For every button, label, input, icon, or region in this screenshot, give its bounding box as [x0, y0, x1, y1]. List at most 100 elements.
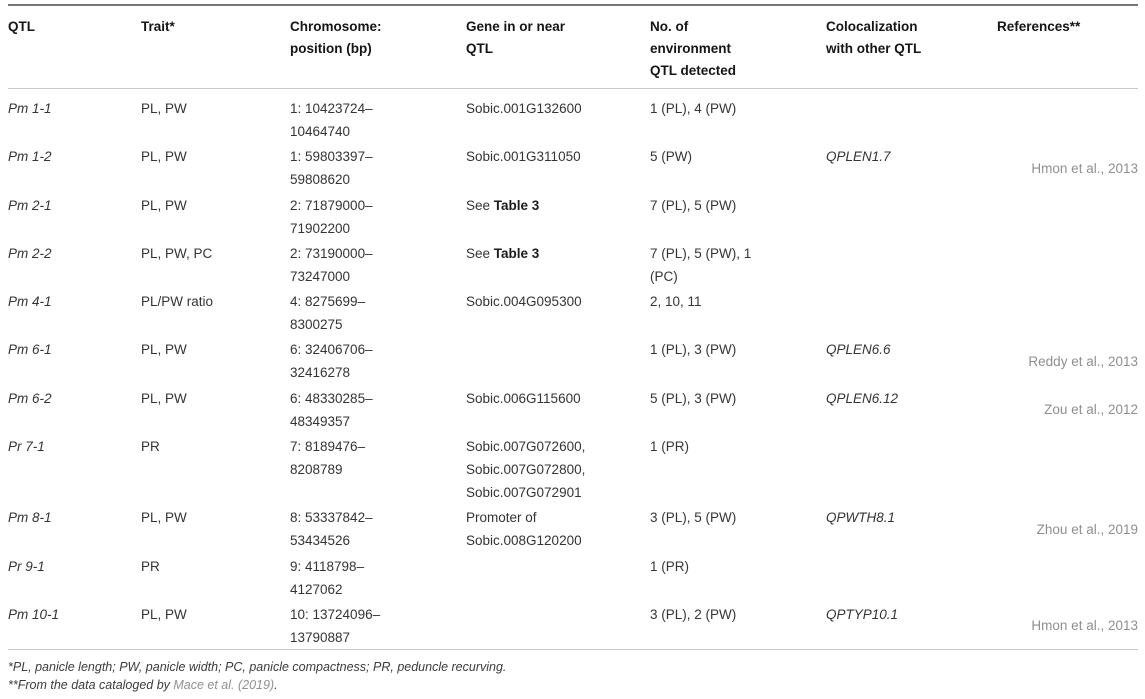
header-gene: Gene in or near QTL: [466, 19, 566, 56]
position-value: 1: 59803397– 59808620: [290, 149, 373, 188]
colocalization-value: QPLEN6.6: [826, 342, 891, 358]
qtl-name: Pr 7-1: [8, 439, 45, 455]
reference-link[interactable]: Hmon et al., 2013: [1031, 618, 1138, 634]
table-row: Pm 6-2 PL, PW 6: 48330285– 48349357 Sobic.0…: [8, 387, 1138, 433]
footnote-data-source-prefix: **From the data cataloged by: [8, 678, 174, 692]
reference-link[interactable]: Hmon et al., 2013: [1031, 160, 1138, 176]
qtl-name: Pm 1-2: [8, 149, 52, 165]
env-count-value: 5 (PL), 3 (PW): [650, 390, 737, 406]
colocalization-value: [826, 242, 997, 288]
qtl-name: Pm 6-2: [8, 390, 52, 406]
gene-value: See Table 3: [466, 197, 540, 213]
trait-value: PL, PW: [141, 390, 187, 406]
gene-value: Sobic.004G095300: [466, 294, 582, 310]
reference-link[interactable]: Zou et al., 2012: [1044, 402, 1138, 418]
qtl-name: Pm 1-1: [8, 101, 52, 116]
colocalization-value: QPTYP10.1: [826, 606, 899, 622]
env-count-value: 3 (PL), 5 (PW): [650, 510, 737, 526]
colocalization-value: QPWTH8.1: [826, 510, 896, 526]
env-count-value: 1 (PR): [650, 558, 690, 574]
position-value: 9: 4118798– 4127062: [290, 558, 365, 597]
reference-link: [997, 97, 1138, 143]
trait-value: PL, PW, PC: [141, 245, 213, 261]
table-body: Pm 1-1 PL, PW 1: 10423724– 10464740 Sobic.0…: [8, 89, 1138, 649]
header-qtl: QTL: [8, 19, 35, 34]
table-row: Pm 1-1 PL, PW 1: 10423724– 10464740 Sobic.0…: [8, 97, 1138, 143]
position-value: 4: 8275699– 8300275: [290, 294, 366, 333]
gene-value: See Table 3: [466, 245, 540, 261]
gene-value: Sobic.001G132600: [466, 101, 582, 116]
position-value: 2: 71879000– 71902200: [290, 197, 373, 236]
footnote-trait-abbreviations: *PL, panicle length; PW, panicle width; …: [8, 660, 507, 674]
position-value: 7: 8189476– 8208789: [290, 439, 366, 478]
qtl-name: Pm 10-1: [8, 606, 60, 622]
colocalization-value: QPLEN1.7: [826, 149, 891, 165]
qtl-name: Pm 8-1: [8, 510, 52, 526]
mace-citation-link[interactable]: Mace et al. (2019): [173, 678, 275, 692]
trait-value: PL, PW: [141, 197, 187, 213]
reference-link: [997, 242, 1138, 288]
colocalization-value: [826, 435, 997, 504]
trait-value: PR: [141, 439, 160, 455]
trait-value: PL, PW: [141, 149, 187, 165]
position-value: 2: 73190000– 73247000: [290, 245, 373, 284]
reference-link: [997, 290, 1138, 336]
colocalization-value: [826, 194, 997, 240]
reference-link: [997, 555, 1138, 601]
position-value: 6: 48330285– 48349357: [290, 390, 373, 429]
table-row: Pm 2-2 PL, PW, PC 2: 73190000– 73247000 See…: [8, 242, 1138, 288]
reference-link: [997, 435, 1138, 504]
colocalization-value: [826, 97, 997, 143]
qtl-name: Pr 9-1: [8, 558, 45, 574]
trait-value: PL/PW ratio: [141, 294, 214, 310]
footnote-data-source: **From the data cataloged by Mace et al.…: [8, 676, 1138, 694]
env-count-value: 7 (PL), 5 (PW), 1 (PC): [650, 245, 752, 284]
table-3-link[interactable]: Table 3: [493, 245, 540, 261]
trait-value: PL, PW: [141, 510, 187, 526]
gene-value: Sobic.007G072600, Sobic.007G072800, Sobi…: [466, 439, 586, 501]
position-value: 1: 10423724– 10464740: [290, 101, 373, 139]
reference-link: [997, 194, 1138, 240]
env-count-value: 3 (PL), 2 (PW): [650, 606, 737, 622]
header-chromosome: Chromosome: position (bp): [290, 19, 382, 56]
colocalization-value: [826, 555, 997, 601]
qtl-name: Pm 2-1: [8, 197, 52, 213]
table-row: Pm 4-1 PL/PW ratio 4: 8275699– 8300275 Sobi…: [8, 290, 1138, 336]
trait-value: PL, PW: [141, 342, 187, 358]
position-value: 8: 53337842– 53434526: [290, 510, 373, 549]
colocalization-value: [826, 290, 997, 336]
qtl-name: Pm 6-1: [8, 342, 52, 358]
env-count-value: 1 (PR): [650, 439, 690, 455]
table-header-row: QTL Trait* Chromosome: position (bp) Gen…: [8, 4, 1138, 89]
table-row: Pm 1-2 PL, PW 1: 59803397– 59808620 Sobic.0…: [8, 145, 1138, 191]
trait-value: PL, PW: [141, 606, 187, 622]
qtl-name: Pm 4-1: [8, 294, 52, 310]
table-row: Pr 9-1 PR 9: 4118798– 4127062 1 (PR): [8, 555, 1138, 601]
qtl-name: Pm 2-2: [8, 245, 52, 261]
reference-link[interactable]: Zhou et al., 2019: [1036, 521, 1138, 537]
colocalization-value: QPLEN6.12: [826, 390, 899, 406]
env-count-value: 5 (PW): [650, 149, 692, 165]
gene-value: [466, 603, 650, 649]
gene-value: Promoter of Sobic.008G120200: [466, 510, 582, 549]
env-count-value: 7 (PL), 5 (PW): [650, 197, 737, 213]
reference-link[interactable]: Reddy et al., 2013: [1028, 353, 1138, 369]
gene-value: Sobic.001G311050: [466, 149, 581, 165]
table-row: Pm 8-1 PL, PW 8: 53337842– 53434526 Promote…: [8, 506, 1138, 552]
trait-value: PL, PW: [141, 101, 187, 116]
gene-value: [466, 555, 650, 601]
table-footnotes: *PL, panicle length; PW, panicle width; …: [8, 649, 1138, 694]
gene-value: Sobic.006G115600: [466, 390, 581, 406]
header-colocalization: Colocalization with other QTL: [826, 19, 922, 56]
position-value: 6: 32406706– 32416278: [290, 342, 373, 381]
table-row: Pm 2-1 PL, PW 2: 71879000– 71902200 See Tab…: [8, 194, 1138, 240]
table-row: Pr 7-1 PR 7: 8189476– 8208789 Sobic.007G072…: [8, 435, 1138, 504]
table-3-link[interactable]: Table 3: [493, 197, 540, 213]
env-count-value: 1 (PL), 3 (PW): [650, 342, 737, 358]
env-count-value: 2, 10, 11: [650, 294, 702, 310]
header-trait: Trait*: [141, 19, 175, 34]
gene-value: [466, 338, 650, 384]
position-value: 10: 13724096– 13790887: [290, 606, 381, 645]
table-row: Pm 10-1 PL, PW 10: 13724096– 13790887 3 (PL…: [8, 603, 1138, 649]
